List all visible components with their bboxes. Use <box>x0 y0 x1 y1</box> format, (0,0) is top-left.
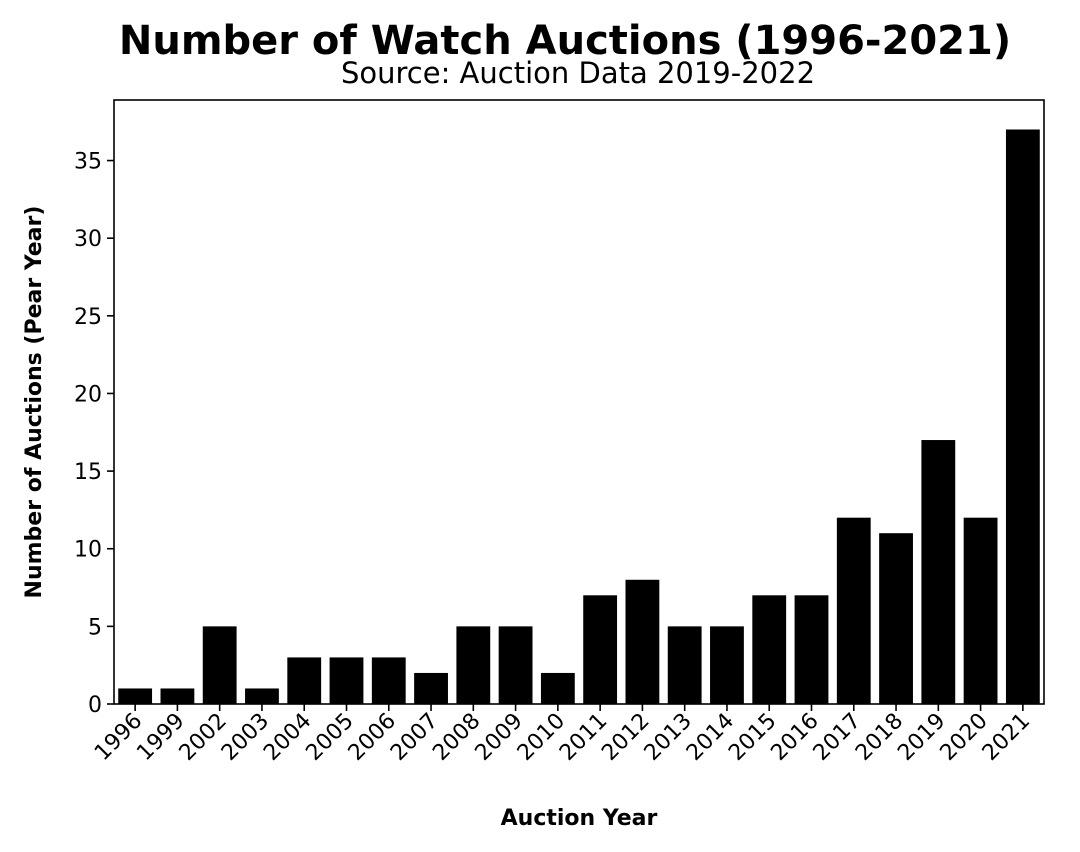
bar-2010 <box>540 672 575 704</box>
y-axis-label: Number of Auctions (Pear Year) <box>22 206 47 599</box>
bar-2012 <box>625 579 660 704</box>
x-tick-label: 2013 <box>640 709 697 766</box>
bar-2014 <box>710 626 744 704</box>
x-axis-ticks: 1996199920022003200420052006200720082009… <box>90 704 1035 766</box>
x-tick-label: 2011 <box>555 709 612 766</box>
x-tick-label: 2019 <box>893 709 950 766</box>
x-tick-label: 2005 <box>301 709 358 766</box>
x-tick-label: 2003 <box>217 709 274 766</box>
bar-2006 <box>371 657 406 704</box>
y-tick-label: 20 <box>74 382 102 407</box>
x-tick-label: 2010 <box>513 709 570 766</box>
x-tick-label: 2021 <box>978 709 1035 766</box>
x-tick-label: 2014 <box>682 709 739 766</box>
x-tick-label: 2007 <box>386 709 443 766</box>
bar-2004 <box>287 657 322 704</box>
bar-2019 <box>921 440 956 704</box>
y-tick-label: 5 <box>88 615 102 640</box>
bar-2008 <box>456 626 491 704</box>
x-axis-label: Auction Year <box>501 806 658 831</box>
x-tick-label: 2015 <box>724 709 781 766</box>
bar-1996 <box>118 688 153 704</box>
chart-title: Number of Watch Auctions (1996-2021) <box>119 18 1011 64</box>
bar-2017 <box>836 517 871 704</box>
x-tick-label: 2016 <box>766 709 823 766</box>
x-tick-label: 2009 <box>471 709 528 766</box>
y-tick-label: 10 <box>74 538 102 563</box>
x-tick-label: 2012 <box>597 709 654 766</box>
y-tick-label: 25 <box>74 305 102 330</box>
bar-2007 <box>414 672 448 704</box>
x-tick-label: 2018 <box>851 709 908 766</box>
bar-2015 <box>752 595 787 704</box>
bar-2016 <box>794 595 829 704</box>
plot-frame <box>113 99 1045 705</box>
y-tick-label: 0 <box>88 693 102 718</box>
bar-2021 <box>1005 129 1040 704</box>
bars-group <box>118 129 1040 704</box>
bar-2009 <box>498 626 533 704</box>
y-tick-label: 30 <box>74 227 102 252</box>
y-axis-ticks: 0 5 10 15 20 25 30 35 <box>74 150 114 718</box>
x-tick-label: 2008 <box>428 709 485 766</box>
bar-1999 <box>160 688 195 704</box>
x-tick-label: 2004 <box>259 709 316 766</box>
y-tick-label: 15 <box>74 460 102 485</box>
bar-2005 <box>329 657 364 704</box>
x-tick-label: 2002 <box>175 709 232 766</box>
x-tick-label: 2020 <box>936 709 993 766</box>
bar-2002 <box>202 626 237 704</box>
x-tick-label: 1999 <box>132 709 189 766</box>
bar-2013 <box>667 626 702 704</box>
bar-2020 <box>963 517 998 704</box>
chart-subtitle: Source: Auction Data 2019-2022 <box>341 56 815 90</box>
bar-2011 <box>583 595 618 704</box>
bar-2018 <box>879 533 913 704</box>
x-tick-label: 2006 <box>344 709 401 766</box>
y-tick-label: 35 <box>74 150 102 175</box>
x-tick-label: 2017 <box>809 709 866 766</box>
bar-2003 <box>245 688 279 704</box>
